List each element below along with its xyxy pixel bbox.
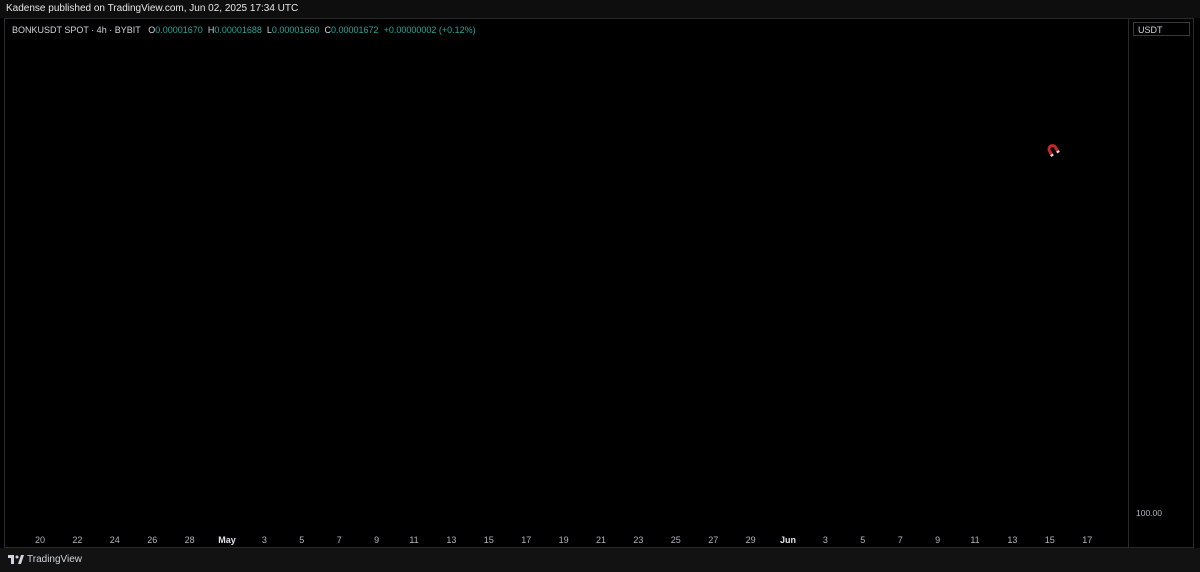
low-label: L [266,25,272,35]
currency-unit-button[interactable]: USDT [1133,22,1190,36]
low-value: 0.00001660 [271,25,320,35]
symbol-label: BONKUSDT SPOT · 4h · BYBIT [12,25,141,35]
chart-frame[interactable] [4,18,1129,548]
close-label: C [324,25,331,35]
publish-header: Kadense published on TradingView.com, Ju… [0,0,1200,18]
publisher-text: Kadense published on TradingView.com, Ju… [6,3,299,14]
symbol-legend: BONKUSDT SPOT · 4h · BYBIT O0.00001670 H… [12,25,476,35]
close-value: 0.00001672 [330,25,379,35]
tradingview-icon [8,554,24,564]
price-axis-frame[interactable] [1128,18,1194,548]
brand-name: TradingView [27,554,83,565]
open-label: O [148,25,156,35]
change-value: +0.00000002 (+0.12%) [383,25,476,35]
open-value: 0.00001670 [155,25,203,35]
high-label: H [207,25,215,35]
footer-bar [0,548,1200,572]
tradingview-logo[interactable]: TradingView [8,554,82,565]
high-value: 0.00001688 [214,25,262,35]
